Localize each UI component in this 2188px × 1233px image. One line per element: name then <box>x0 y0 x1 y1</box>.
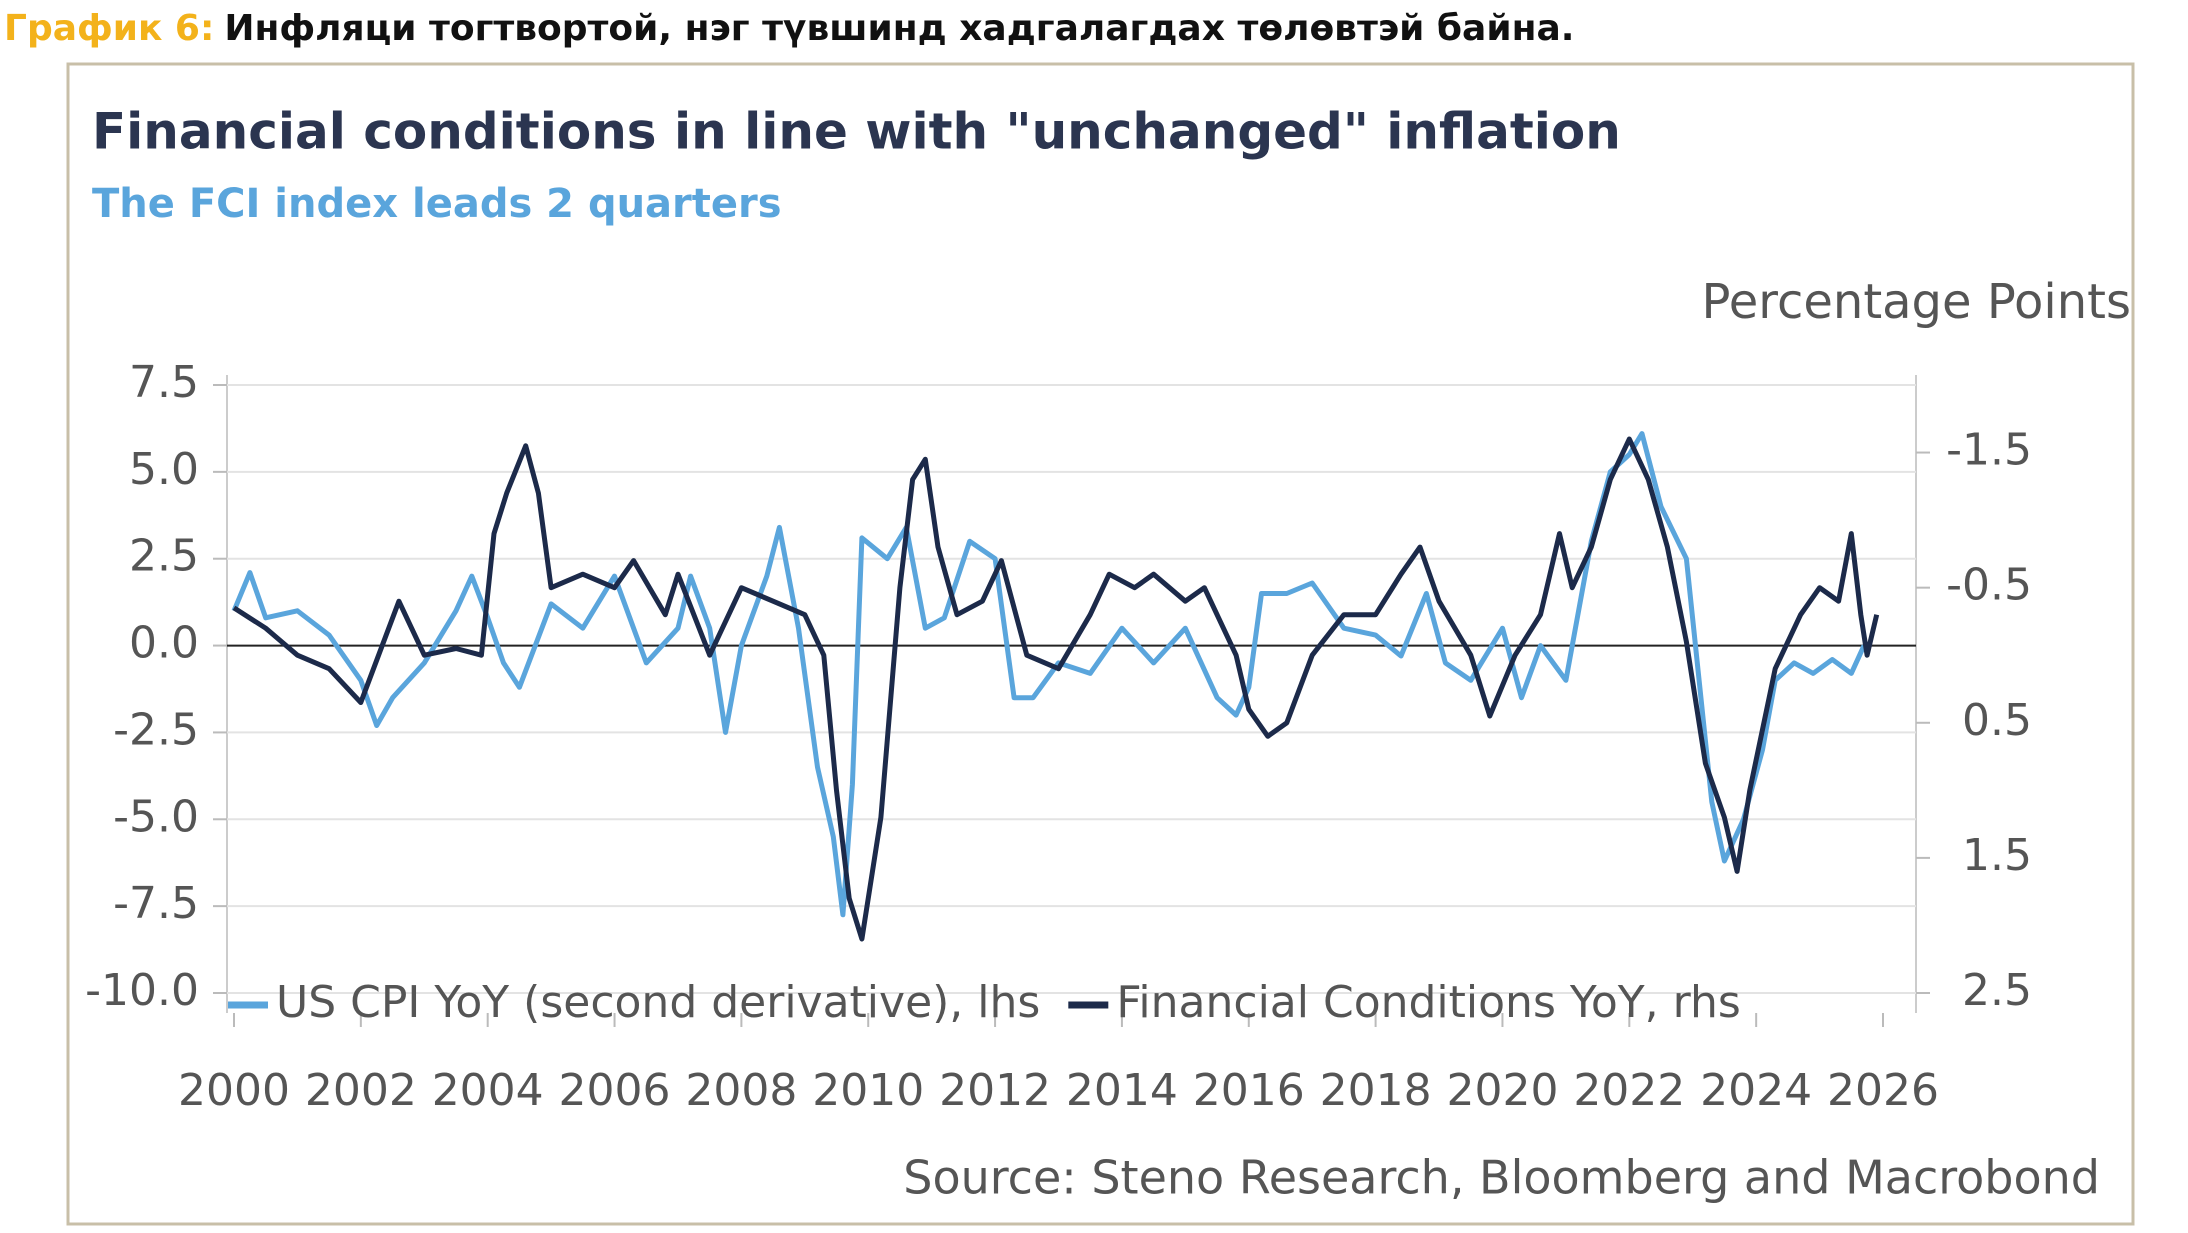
y2-tick-label: 1.5 <box>1962 830 2032 881</box>
y-tick-label: -10.0 <box>85 965 199 1016</box>
chart-frame <box>66 62 2135 1226</box>
y-tick-label: 5.0 <box>129 444 199 495</box>
series-line <box>232 436 1880 942</box>
series-line <box>231 431 1867 918</box>
y-tick-label: -5.0 <box>113 791 199 842</box>
chart-subtitle: The FCI index leads 2 quarters <box>92 181 782 227</box>
x-tick-label: 2012 <box>939 1065 1051 1116</box>
y2-tick-label: 2.5 <box>1962 965 2032 1016</box>
header: График 6: Инфляци тогтвортой, нэг түвшинд… <box>4 8 1574 49</box>
x-tick-label: 2018 <box>1320 1065 1432 1116</box>
y2-tick-label: -0.5 <box>1946 560 2032 611</box>
y-tick-label: -7.5 <box>113 878 199 929</box>
x-tick-label: 2020 <box>1446 1065 1558 1116</box>
x-tick-label: 2000 <box>178 1065 290 1116</box>
y-tick-label: -2.5 <box>113 704 199 755</box>
x-tick-label: 2004 <box>432 1065 544 1116</box>
y2-axis-label: Percentage Points <box>1702 274 2131 330</box>
y2-tick-label: 0.5 <box>1962 695 2032 746</box>
x-tick-label: 2022 <box>1573 1065 1685 1116</box>
x-tick-label: 2016 <box>1193 1065 1305 1116</box>
x-tick-label: 2002 <box>305 1065 417 1116</box>
y-tick-label: 7.5 <box>129 357 199 408</box>
x-tick-label: 2024 <box>1700 1065 1812 1116</box>
x-tick-label: 2006 <box>559 1065 671 1116</box>
legend-label: Financial Conditions YoY, rhs <box>1116 977 1740 1028</box>
header-label: График 6: <box>4 8 214 49</box>
x-tick-label: 2010 <box>812 1065 924 1116</box>
legend-label: US CPI YoY (second derivative), lhs <box>276 977 1040 1028</box>
x-tick-label: 2008 <box>685 1065 797 1116</box>
x-tick-label: 2026 <box>1827 1065 1939 1116</box>
header-text: Инфляци тогтвортой, нэг түвшинд хадгалаг… <box>224 8 1574 49</box>
y2-tick-label: -1.5 <box>1946 425 2032 476</box>
x-tick-label: 2014 <box>1066 1065 1178 1116</box>
y-tick-label: 2.5 <box>129 531 199 582</box>
source: Source: Steno Research, Bloomberg and Ma… <box>903 1151 2100 1205</box>
y-tick-label: 0.0 <box>129 618 199 669</box>
chart-title: Financial conditions in line with "uncha… <box>92 103 1621 161</box>
